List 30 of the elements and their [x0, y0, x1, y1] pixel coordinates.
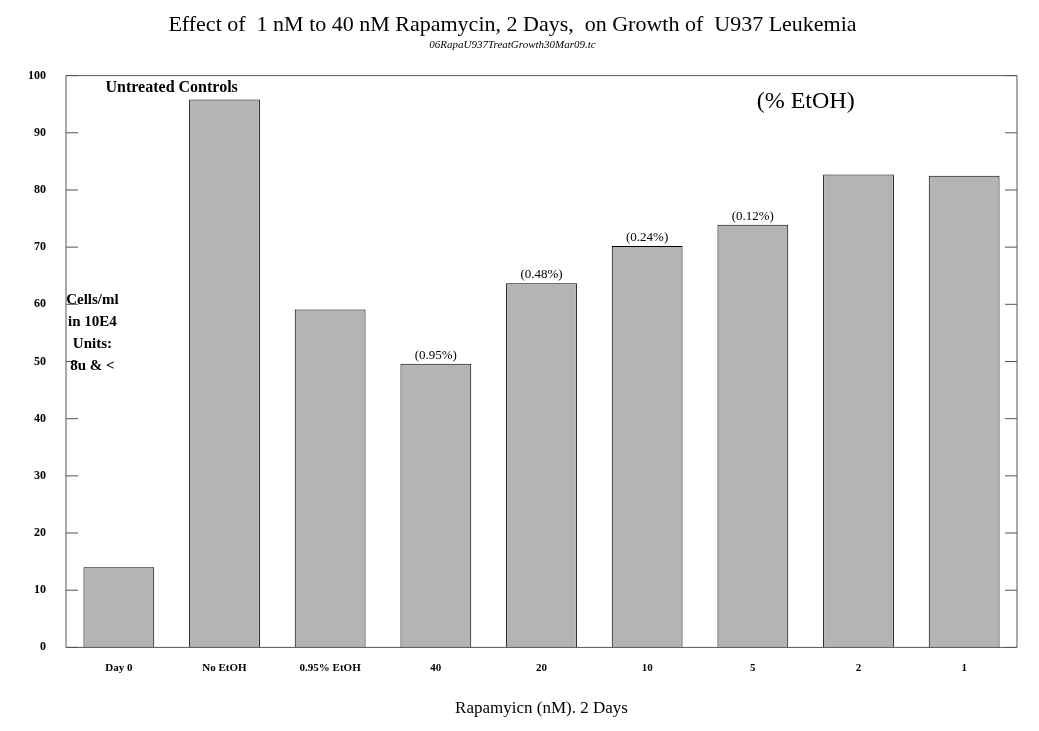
x-tick-label: 0.95% EtOH [299, 660, 362, 673]
annotation: (0.95%) [414, 346, 457, 362]
annotation: (0.48%) [520, 266, 563, 282]
y-tick-label: 100 [28, 67, 46, 82]
x-tick-label: 40 [430, 660, 442, 673]
y-tick-label: 30 [34, 467, 46, 482]
x-tick-label: 1 [961, 660, 967, 673]
x-tick-label: 20 [536, 660, 548, 673]
chart-subtitle: 06RapaU937TreatGrowth30Mar09.tc [429, 37, 596, 50]
annotation: Untreated Controls [105, 77, 238, 95]
y-tick-label: 0 [40, 639, 46, 654]
y-tick-label: 80 [34, 182, 46, 197]
y-tick-label: 20 [34, 525, 46, 540]
y-tick-label: 60 [34, 296, 46, 311]
chart-title: Effect of 1 nM to 40 nM Rapamycin, 2 Days, on Growth of U937 Leukemia [168, 10, 857, 36]
y-tick-label: 90 [34, 124, 46, 139]
y-tick-label: 10 [34, 582, 46, 597]
y-tick-label: 70 [34, 239, 46, 254]
x-axis-title: Rapamyicn (nM). 2 Days [455, 698, 628, 718]
y-tick-label: 50 [34, 353, 46, 368]
x-tick-label: 2 [855, 660, 862, 673]
x-tick-label: 5 [750, 660, 757, 673]
y-axis-title: Cells/ml in 10E4 Units: 8u & < [66, 291, 119, 374]
x-tick-label: Day 0 [105, 660, 133, 673]
annotation: (0.12%) [731, 207, 774, 223]
annotation: (% EtOH) [756, 86, 855, 113]
x-tick-label: 10 [641, 660, 654, 673]
annotation: (0.24%) [626, 228, 669, 244]
y-tick-label: 40 [34, 410, 46, 425]
x-tick-label: No EtOH [202, 660, 248, 673]
